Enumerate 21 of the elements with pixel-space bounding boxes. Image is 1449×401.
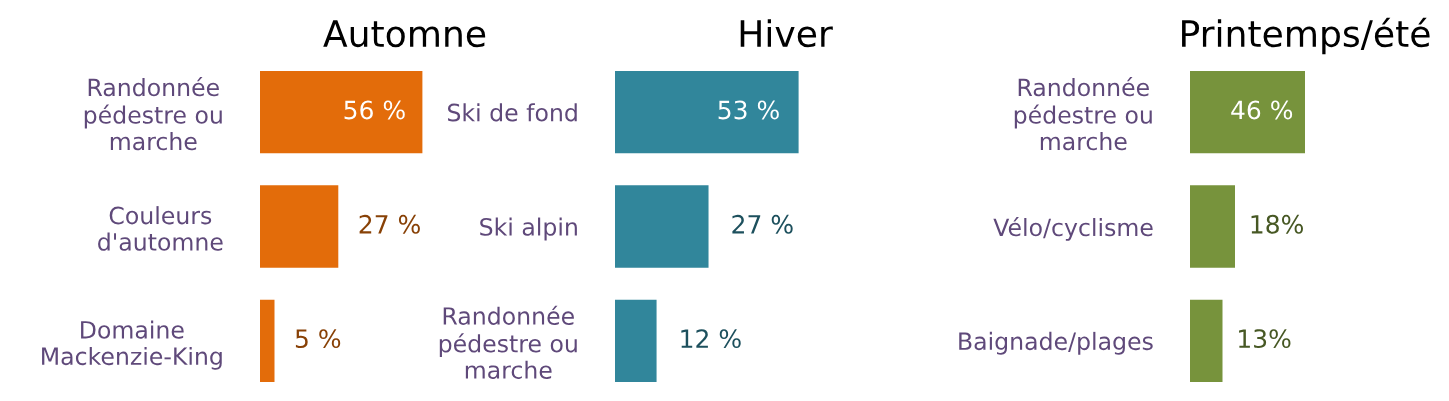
data-label: 46 % (1231, 100, 1293, 120)
data-label: 27 % (732, 214, 793, 234)
y-tick-label: Randonnée pédestre ou marche (439, 305, 577, 379)
y-tick-label: Randonnée pédestre ou marche (1014, 77, 1152, 151)
data-label: 5 % (295, 329, 341, 349)
data-label: 13% (1239, 329, 1291, 349)
chart-title: Printemps/été (1182, 17, 1430, 55)
y-tick-label: Domaine Mackenzie-King (42, 320, 222, 370)
chart-title: Automne (323, 20, 486, 48)
y-tick-label: Randonnée pédestre ou marche (84, 77, 222, 151)
y-tick-label: Couleurs d'automne (98, 206, 223, 251)
data-label: 18% (1251, 214, 1303, 234)
y-tick-label: Ski de fond (447, 103, 577, 122)
chart-title: Hiver (740, 19, 833, 48)
data-label: 27 % (359, 214, 420, 234)
data-label: 12 % (681, 329, 741, 349)
data-label: 56 % (344, 100, 405, 120)
data-label: 53 % (718, 100, 779, 120)
y-tick-label: Ski alpin (480, 217, 577, 241)
y-tick-label: Baignade/plages (959, 331, 1153, 355)
y-tick-label: Vélo/cyclisme (993, 217, 1153, 241)
